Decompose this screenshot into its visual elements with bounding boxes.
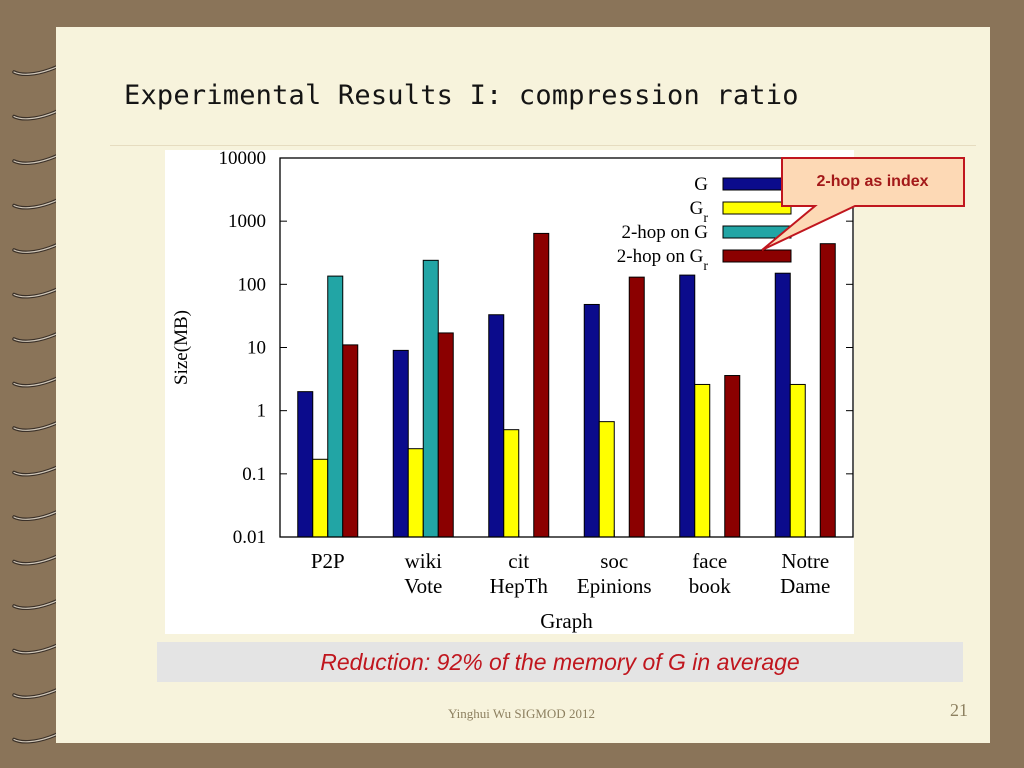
bar [392, 349, 409, 538]
y-tick-label: 0.01 [233, 527, 266, 548]
bar [342, 344, 359, 538]
bar [628, 276, 645, 538]
x-tick-label: cit [508, 549, 529, 573]
summary-banner: Reduction: 92% of the memory of G in ave… [157, 642, 963, 682]
bar [583, 303, 600, 538]
callout-box [761, 157, 965, 251]
legend-label: 2-hop on G [621, 222, 708, 243]
bar [327, 275, 344, 538]
x-tick-label: P2P [311, 549, 345, 573]
y-tick-label: 1000 [228, 211, 266, 232]
bar [312, 458, 329, 538]
x-tick-label: Notre [781, 549, 829, 573]
bar [503, 429, 520, 538]
x-tick-label: face [692, 549, 727, 573]
plot-frame [279, 157, 854, 538]
bar [724, 375, 741, 538]
x-tick-label: soc [600, 549, 628, 573]
x-tick-label: wiki [405, 549, 443, 573]
legend-label: G [694, 174, 708, 195]
x-tick-label: book [689, 574, 732, 598]
y-tick-label: 100 [238, 274, 267, 295]
bar [819, 243, 836, 538]
bar [789, 383, 806, 538]
footer-text: Yinghui Wu SIGMOD 2012 [448, 706, 595, 721]
legend-label: 2-hop on Gr [617, 246, 709, 274]
bar [297, 391, 314, 538]
x-tick-label: Epinions [577, 574, 652, 598]
bar [533, 232, 550, 538]
callout-label: 2-hop as index [816, 173, 929, 190]
x-axis-label: Graph [540, 609, 593, 633]
bar [598, 421, 615, 538]
y-tick-label: 10000 [219, 150, 267, 169]
bar [422, 259, 439, 538]
y-tick-label: 1 [257, 401, 267, 422]
x-tick-label: Vote [404, 574, 442, 598]
y-tick-label: 0.1 [242, 464, 266, 485]
bar [437, 332, 454, 538]
x-tick-label: HepTh [490, 574, 549, 598]
y-axis-label: Size(MB) [171, 310, 192, 385]
y-tick-label: 10 [247, 338, 266, 359]
bar [407, 448, 424, 538]
bar [488, 314, 505, 538]
slide-title: Experimental Results I: compression rati… [124, 80, 799, 111]
bar-chart: 10000 1000 100 10 1 0.1 0.01 Size(MB) P2P wikiVot… [165, 150, 854, 634]
bar [694, 383, 711, 538]
legend-swatch [722, 201, 792, 215]
bar [774, 272, 791, 538]
x-tick-label: Dame [780, 574, 830, 598]
title-divider [110, 145, 976, 146]
bar [679, 274, 696, 538]
legend-swatch [722, 249, 792, 263]
page-number: 21 [950, 700, 968, 720]
